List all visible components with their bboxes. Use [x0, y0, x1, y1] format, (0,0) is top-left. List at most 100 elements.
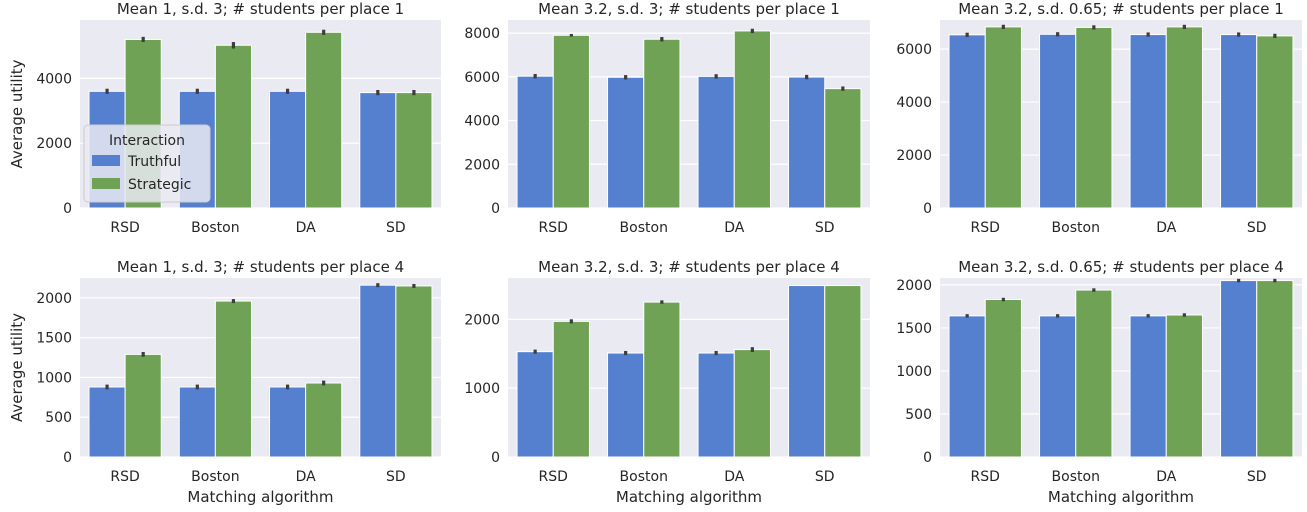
- bar-strategic-boston: [643, 38, 681, 209]
- x-tick-label: DA: [724, 220, 745, 236]
- bar-strategic-rsd: [984, 26, 1022, 209]
- bar-truthful-rsd: [948, 315, 986, 458]
- x-axis-label: Matching algorithm: [616, 488, 762, 506]
- bar-strategic-sd: [395, 285, 433, 458]
- bar-truthful-da: [697, 75, 735, 209]
- bar-truthful-sd: [1220, 280, 1258, 458]
- y-tick-label: 2000: [896, 278, 932, 294]
- y-tick-label: 0: [491, 201, 500, 217]
- legend-swatch-strategic: [92, 178, 120, 189]
- bar-strategic-sd: [824, 285, 862, 458]
- y-tick-label: 1500: [36, 331, 72, 347]
- y-tick-label: 0: [63, 201, 72, 217]
- bar-strategic-sd: [1256, 280, 1294, 458]
- bar-truthful-da: [1129, 34, 1167, 209]
- x-axis-label: Matching algorithm: [1048, 488, 1194, 506]
- x-tick-label: SD: [815, 220, 835, 236]
- x-tick-label: Boston: [620, 220, 668, 236]
- bar-truthful-da: [269, 90, 307, 209]
- legend-swatch-truthful: [92, 155, 120, 166]
- x-tick-label: SD: [1247, 220, 1267, 236]
- y-tick-label: 2000: [896, 148, 932, 164]
- y-tick-label: 0: [491, 450, 500, 466]
- bar-strategic-sd: [824, 88, 862, 209]
- bar-truthful-boston: [1039, 315, 1077, 458]
- bar-truthful-boston: [607, 352, 645, 458]
- legend-label-truthful: Truthful: [127, 154, 181, 170]
- panel-title: Mean 3.2, s.d. 3; # students per place 4: [538, 258, 840, 276]
- x-tick-label: DA: [724, 469, 745, 485]
- x-axis-label: Matching algorithm: [187, 488, 333, 506]
- y-tick-label: 500: [905, 407, 932, 423]
- y-tick-label: 6000: [464, 70, 500, 86]
- legend-title: Interaction: [109, 133, 185, 149]
- bar-truthful-rsd: [948, 34, 986, 209]
- x-tick-label: RSD: [110, 220, 139, 236]
- bar-strategic-da: [305, 31, 343, 209]
- x-tick-label: DA: [1156, 220, 1177, 236]
- legend-label-strategic: Strategic: [128, 177, 191, 193]
- panel-title: Mean 3.2, s.d. 0.65; # students per plac…: [958, 0, 1284, 18]
- bar-strategic-boston: [1075, 289, 1113, 458]
- bar-truthful-da: [1129, 315, 1167, 458]
- bar-strategic-da: [1165, 26, 1203, 209]
- y-tick-label: 2000: [36, 136, 72, 152]
- x-tick-label: DA: [296, 220, 317, 236]
- bar-strategic-rsd: [552, 34, 590, 209]
- bar-truthful-boston: [1039, 33, 1077, 209]
- bar-strategic-rsd: [552, 320, 590, 458]
- x-tick-label: DA: [1156, 469, 1177, 485]
- bar-strategic-boston: [643, 301, 681, 458]
- x-tick-label: SD: [386, 469, 406, 485]
- x-tick-label: SD: [386, 220, 406, 236]
- bar-truthful-da: [269, 386, 307, 458]
- x-tick-label: Boston: [620, 469, 668, 485]
- y-tick-label: 1000: [36, 370, 72, 386]
- y-tick-label: 2000: [464, 312, 500, 328]
- panel-title: Mean 1, s.d. 3; # students per place 1: [117, 0, 404, 18]
- y-tick-label: 2000: [36, 291, 72, 307]
- bar-strategic-boston: [1075, 26, 1113, 209]
- bar-truthful-da: [697, 352, 735, 458]
- bar-truthful-boston: [178, 386, 216, 458]
- bar-truthful-sd: [359, 92, 397, 209]
- y-tick-label: 6000: [896, 42, 932, 58]
- y-axis-label: Average utility: [8, 59, 26, 168]
- bar-strategic-boston: [214, 44, 252, 209]
- y-tick-label: 4000: [464, 114, 500, 130]
- bar-truthful-sd: [1220, 34, 1258, 209]
- bar-truthful-sd: [359, 284, 397, 458]
- x-tick-label: Boston: [191, 469, 239, 485]
- bar-strategic-rsd: [124, 353, 162, 458]
- bar-strategic-sd: [1256, 35, 1294, 209]
- x-tick-label: Boston: [1052, 469, 1100, 485]
- y-tick-label: 1000: [896, 364, 932, 380]
- bar-strategic-da: [1165, 314, 1203, 458]
- x-tick-label: RSD: [110, 469, 139, 485]
- bar-strategic-boston: [214, 300, 252, 458]
- y-tick-label: 500: [45, 410, 72, 426]
- bar-truthful-sd: [788, 285, 826, 458]
- y-tick-label: 0: [63, 450, 72, 466]
- panel-title: Mean 3.2, s.d. 0.65; # students per plac…: [958, 258, 1284, 276]
- x-tick-label: RSD: [539, 220, 568, 236]
- bar-truthful-rsd: [516, 75, 554, 209]
- x-tick-label: Boston: [1052, 220, 1100, 236]
- y-tick-label: 0: [923, 201, 932, 217]
- y-tick-label: 1000: [464, 381, 500, 397]
- x-tick-label: SD: [1247, 469, 1267, 485]
- x-tick-label: Boston: [191, 220, 239, 236]
- bar-truthful-rsd: [516, 351, 554, 458]
- y-tick-label: 4000: [36, 71, 72, 87]
- x-tick-label: SD: [815, 469, 835, 485]
- x-tick-label: RSD: [539, 469, 568, 485]
- y-tick-label: 8000: [464, 26, 500, 42]
- y-tick-label: 2000: [464, 157, 500, 173]
- bar-strategic-da: [305, 382, 343, 458]
- bar-truthful-rsd: [88, 386, 126, 458]
- y-tick-label: 0: [923, 450, 932, 466]
- x-tick-label: RSD: [971, 220, 1000, 236]
- panel-title: Mean 3.2, s.d. 3; # students per place 1: [538, 0, 840, 18]
